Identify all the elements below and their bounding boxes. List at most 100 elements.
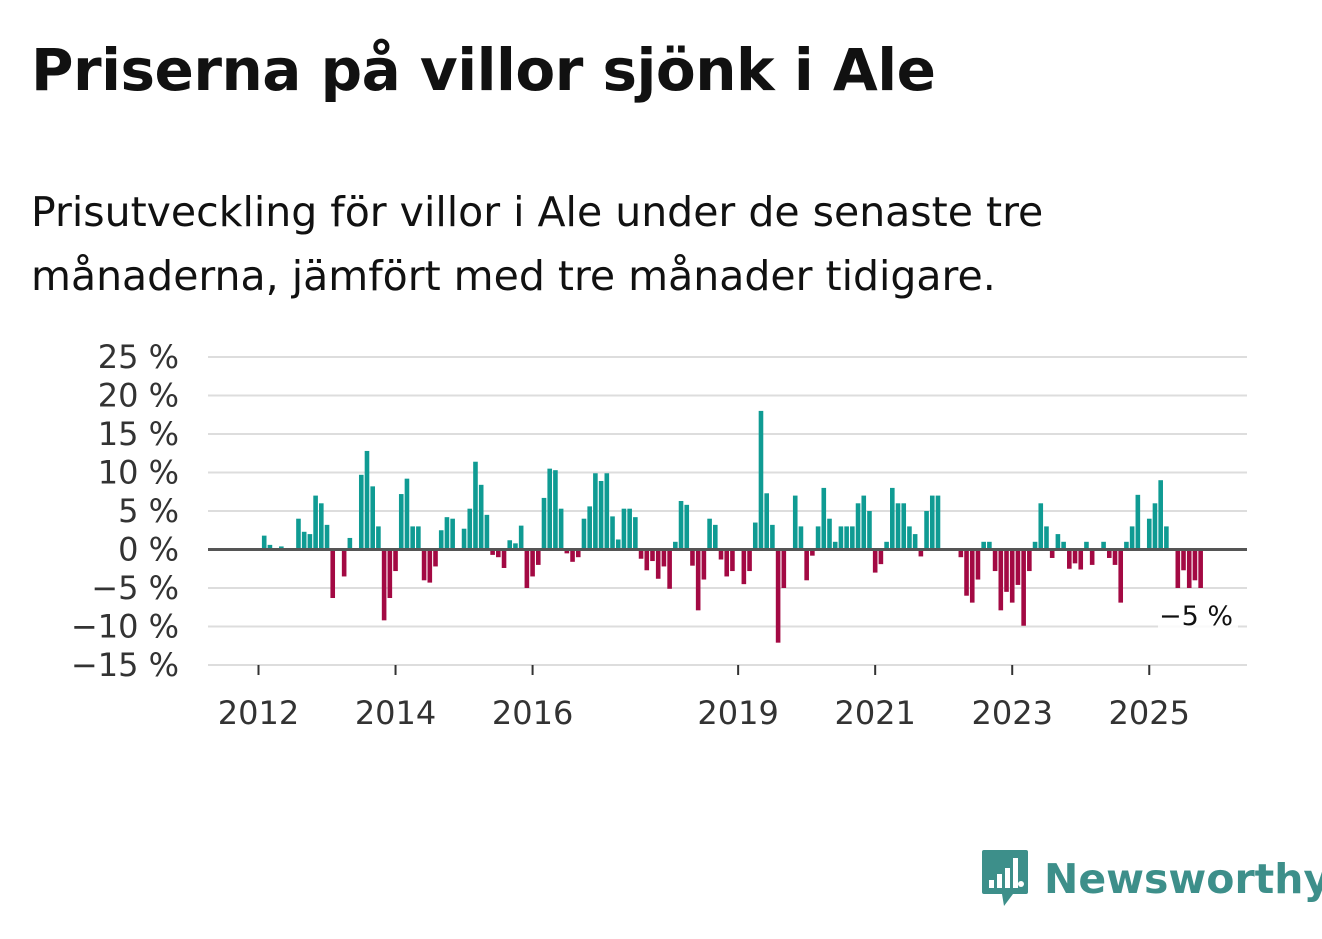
y-tick-label: 20 % — [98, 377, 179, 415]
y-tick-label: 15 % — [98, 415, 179, 453]
bar — [558, 508, 564, 550]
y-tick-label: −5 % — [91, 569, 179, 607]
bar — [553, 470, 558, 550]
chart-subtitle: Prisutveckling för villor i Ale under de… — [31, 188, 1044, 300]
bar — [901, 503, 907, 550]
bar — [296, 518, 301, 550]
bar — [844, 526, 849, 550]
bar — [427, 549, 433, 583]
bar — [501, 549, 507, 568]
bar — [496, 549, 501, 558]
bar — [547, 468, 553, 550]
bar — [1044, 526, 1049, 550]
bar — [324, 524, 330, 550]
x-axis-ticks: 2012 2014 2016 2019 2021 2023 2025 — [218, 665, 1190, 732]
bar — [1084, 541, 1089, 550]
x-tick-label: 2019 — [697, 694, 778, 732]
bar — [575, 549, 581, 558]
chart-title: Priserna på villor sjönk i Ale — [31, 36, 936, 104]
bar — [376, 526, 381, 550]
bar — [1038, 503, 1044, 550]
bar — [929, 495, 935, 550]
y-tick-label: −10 % — [71, 608, 179, 646]
bar — [301, 531, 307, 550]
bar — [935, 495, 941, 550]
y-tick-label: 5 % — [118, 492, 179, 530]
bar — [1009, 549, 1015, 603]
bar — [1021, 549, 1026, 626]
bar — [319, 503, 324, 550]
y-tick-label: 25 % — [98, 338, 179, 376]
latest-value-label: −5 % — [1159, 601, 1233, 632]
bar — [918, 549, 924, 557]
bar — [1078, 549, 1084, 570]
bar — [598, 480, 604, 550]
bar — [1032, 541, 1038, 550]
bar — [821, 487, 827, 550]
bar — [1055, 534, 1061, 550]
bar — [758, 410, 764, 550]
bar — [347, 537, 353, 550]
bar — [473, 461, 478, 550]
bar — [490, 549, 495, 555]
y-tick-label: 0 % — [118, 531, 179, 569]
bar — [752, 522, 758, 550]
bar — [867, 511, 872, 550]
bar — [1072, 549, 1078, 564]
bar — [467, 508, 473, 550]
bar — [747, 549, 752, 572]
bar — [804, 549, 809, 581]
brand-name: Newsworthy — [1044, 855, 1322, 903]
x-tick-label: 2016 — [492, 694, 573, 732]
bar — [861, 495, 867, 550]
bar — [707, 518, 712, 550]
bar — [912, 534, 918, 550]
annotations: −5 % — [1158, 601, 1238, 633]
bar — [364, 450, 370, 550]
bar — [878, 549, 884, 565]
bar — [661, 549, 667, 567]
bar — [593, 473, 598, 550]
bar — [1152, 503, 1158, 550]
bar — [381, 549, 387, 621]
bar — [404, 478, 410, 550]
bar — [872, 549, 878, 573]
bar — [987, 541, 992, 550]
bar — [587, 506, 592, 550]
bar — [730, 549, 735, 572]
bar — [1175, 549, 1181, 588]
bar — [764, 493, 769, 550]
bar — [478, 484, 484, 550]
bar — [410, 526, 415, 550]
bar — [421, 549, 427, 581]
bar — [690, 549, 695, 566]
bar — [775, 549, 781, 643]
bar — [884, 541, 889, 550]
bar — [433, 549, 438, 567]
bar — [261, 535, 267, 550]
bar — [1112, 549, 1118, 565]
bar — [684, 504, 690, 550]
bar — [1027, 549, 1032, 572]
bar — [838, 526, 844, 550]
bar — [1198, 549, 1203, 588]
bar — [815, 526, 821, 550]
bar — [461, 528, 467, 550]
bar — [358, 474, 364, 550]
bar — [267, 544, 273, 550]
bar — [1089, 549, 1095, 565]
newsworthy-logo-icon — [982, 850, 1028, 906]
bar — [792, 495, 798, 550]
bar — [416, 526, 421, 550]
bar — [370, 486, 375, 550]
bar — [438, 530, 444, 550]
bar — [507, 540, 513, 550]
bar — [1135, 494, 1141, 550]
bar — [604, 473, 610, 550]
bar — [827, 518, 832, 550]
bar — [1101, 541, 1106, 550]
bar — [615, 539, 621, 550]
bar — [1106, 549, 1112, 558]
bar — [341, 549, 347, 577]
bar — [992, 549, 998, 572]
